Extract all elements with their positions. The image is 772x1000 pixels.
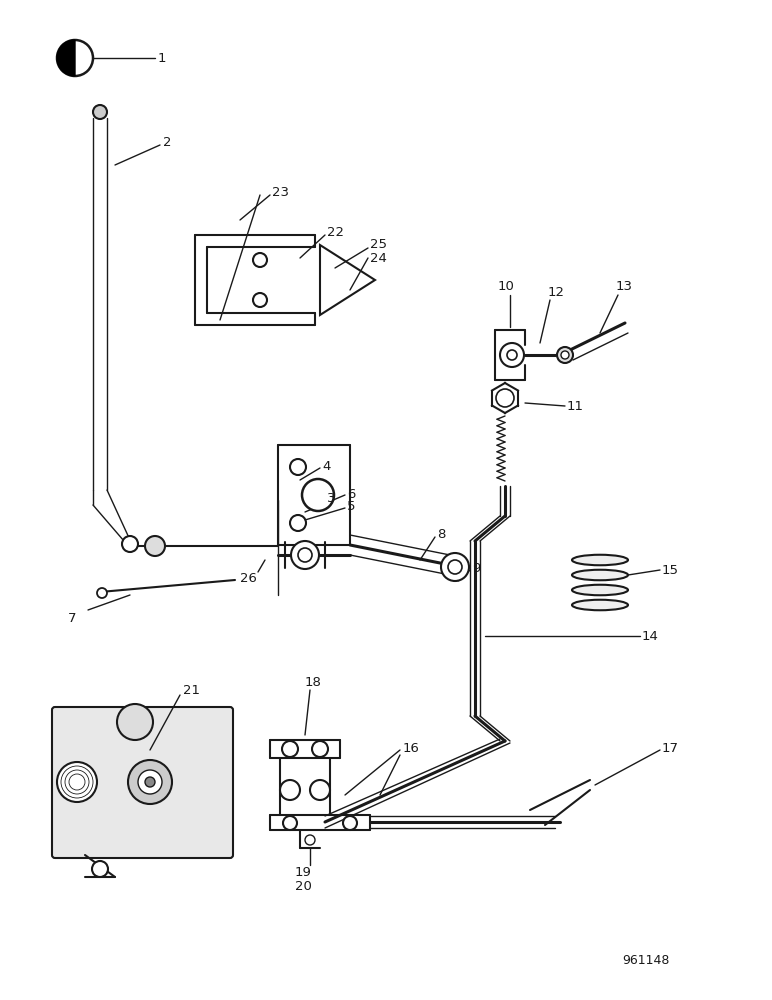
Text: 3: 3: [327, 491, 336, 504]
Text: 21: 21: [183, 684, 200, 696]
Circle shape: [280, 780, 300, 800]
Circle shape: [557, 347, 573, 363]
Circle shape: [57, 762, 97, 802]
Circle shape: [253, 253, 267, 267]
Circle shape: [291, 541, 319, 569]
Text: 26: 26: [240, 572, 257, 584]
Text: 4: 4: [322, 460, 330, 473]
Circle shape: [312, 741, 328, 757]
Ellipse shape: [572, 570, 628, 580]
Text: 6: 6: [347, 488, 355, 500]
Circle shape: [310, 780, 330, 800]
Circle shape: [305, 835, 315, 845]
Circle shape: [441, 553, 469, 581]
Circle shape: [343, 816, 357, 830]
Circle shape: [97, 588, 107, 598]
Text: 2: 2: [163, 136, 171, 149]
Text: 10: 10: [498, 280, 515, 294]
Circle shape: [145, 536, 165, 556]
Circle shape: [138, 770, 162, 794]
Circle shape: [500, 343, 524, 367]
Text: 8: 8: [437, 528, 445, 542]
Text: 12: 12: [548, 286, 565, 298]
FancyBboxPatch shape: [52, 707, 233, 858]
Circle shape: [298, 548, 312, 562]
Ellipse shape: [572, 555, 628, 565]
Circle shape: [92, 861, 108, 877]
Circle shape: [290, 515, 306, 531]
Text: 22: 22: [327, 227, 344, 239]
Text: 19: 19: [295, 866, 312, 880]
Circle shape: [561, 351, 569, 359]
Text: 7: 7: [68, 611, 76, 624]
Text: 17: 17: [662, 742, 679, 754]
Circle shape: [93, 105, 107, 119]
Text: 18: 18: [305, 676, 322, 688]
Text: 9: 9: [472, 562, 480, 574]
Circle shape: [122, 536, 138, 552]
Text: 11: 11: [567, 399, 584, 412]
Text: 14: 14: [642, 630, 659, 643]
Text: 23: 23: [272, 186, 289, 198]
Text: 20: 20: [295, 880, 312, 894]
Ellipse shape: [572, 585, 628, 595]
Text: 25: 25: [370, 238, 387, 251]
Circle shape: [283, 816, 297, 830]
Text: 961148: 961148: [622, 954, 669, 966]
Text: 15: 15: [662, 564, 679, 576]
Circle shape: [145, 777, 155, 787]
Circle shape: [507, 350, 517, 360]
Circle shape: [253, 293, 267, 307]
Circle shape: [302, 479, 334, 511]
Circle shape: [128, 760, 172, 804]
Polygon shape: [57, 40, 75, 76]
Circle shape: [290, 459, 306, 475]
Text: 1: 1: [158, 51, 167, 64]
Text: 5: 5: [347, 500, 355, 514]
Text: 13: 13: [616, 280, 633, 294]
Circle shape: [496, 389, 514, 407]
Ellipse shape: [572, 600, 628, 610]
Circle shape: [448, 560, 462, 574]
Circle shape: [57, 40, 93, 76]
Circle shape: [117, 704, 153, 740]
Circle shape: [282, 741, 298, 757]
Text: 24: 24: [370, 251, 387, 264]
Text: 16: 16: [403, 742, 420, 754]
